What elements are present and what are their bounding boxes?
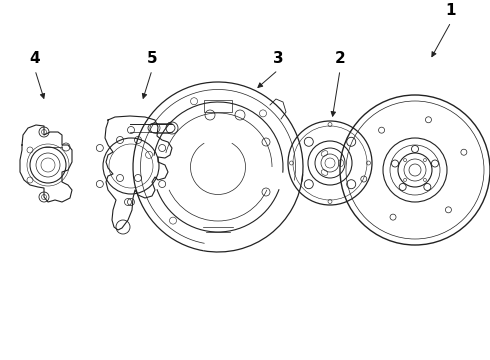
Text: 4: 4 (30, 51, 40, 66)
Text: 3: 3 (273, 51, 283, 66)
Text: 1: 1 (446, 3, 456, 18)
Text: 5: 5 (147, 51, 157, 66)
Text: 2: 2 (335, 51, 345, 66)
